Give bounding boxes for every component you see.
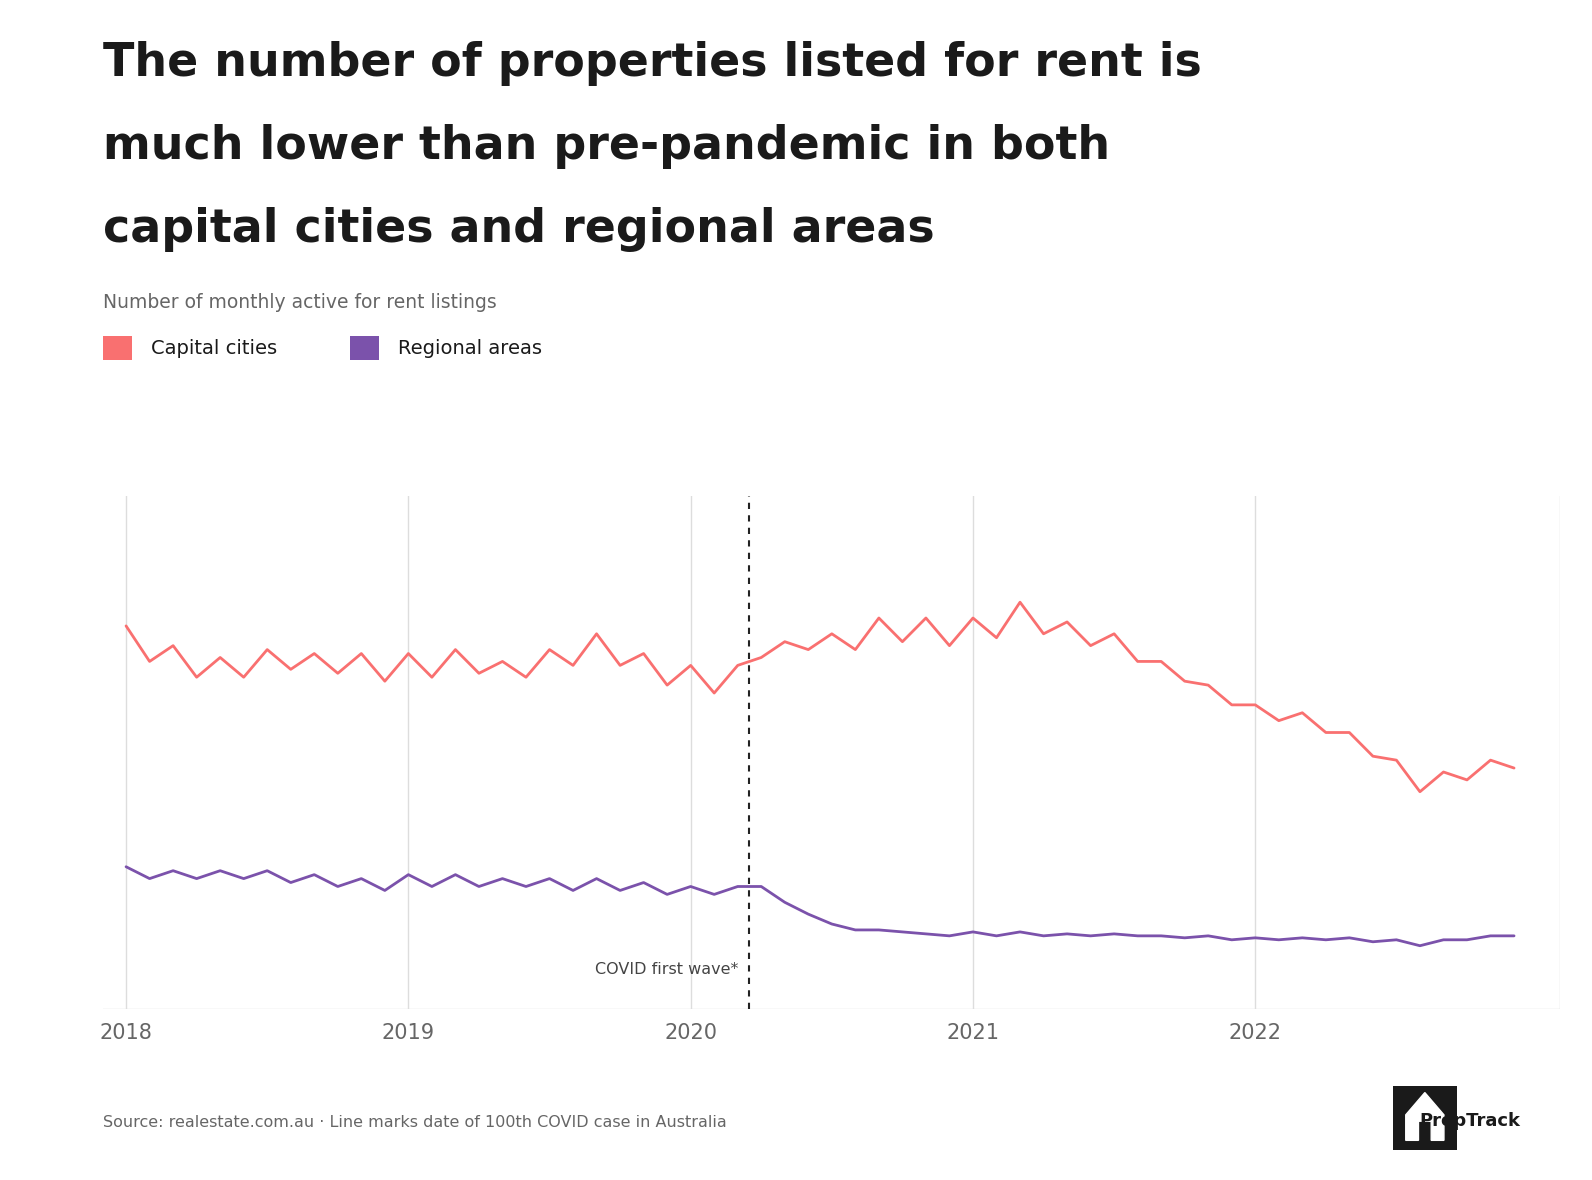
Text: capital cities and regional areas: capital cities and regional areas — [103, 206, 935, 251]
Text: much lower than pre-pandemic in both: much lower than pre-pandemic in both — [103, 124, 1111, 169]
Text: Number of monthly active for rent listings: Number of monthly active for rent listin… — [103, 293, 497, 312]
Text: PropTrack: PropTrack — [1420, 1113, 1520, 1130]
Text: COVID first wave*: COVID first wave* — [595, 963, 739, 977]
Text: Capital cities: Capital cities — [151, 339, 277, 358]
Text: Source: realestate.com.au · Line marks date of 100th COVID case in Australia: Source: realestate.com.au · Line marks d… — [103, 1115, 728, 1130]
Polygon shape — [1406, 1093, 1444, 1140]
Text: The number of properties listed for rent is: The number of properties listed for rent… — [103, 41, 1202, 86]
Text: Regional areas: Regional areas — [398, 339, 541, 358]
